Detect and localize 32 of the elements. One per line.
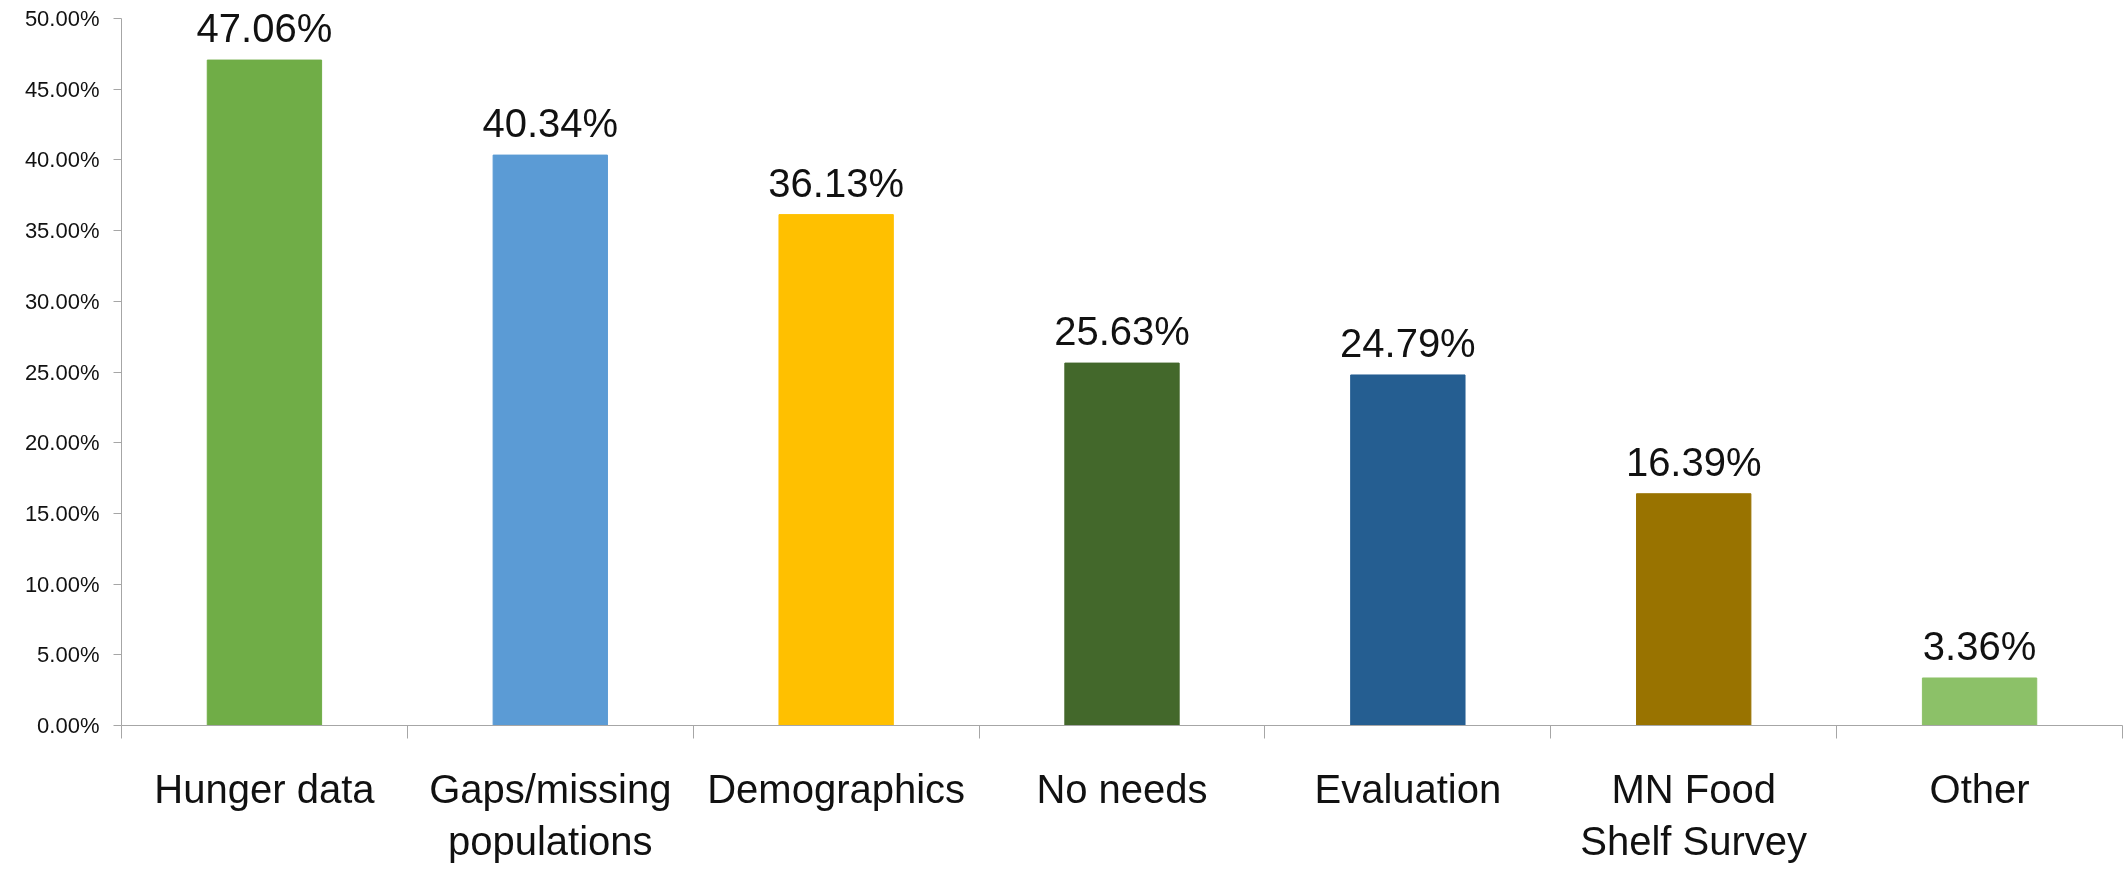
y-tick-label: 35.00% bbox=[24, 218, 100, 244]
bar bbox=[206, 59, 323, 726]
x-tick-label: Evaluation bbox=[1314, 766, 1502, 811]
x-tick-label: MN Food Shelf Survey bbox=[1580, 766, 1808, 864]
data-label: 24.79% bbox=[1340, 320, 1476, 365]
data-label: 47.06% bbox=[196, 6, 333, 51]
data-label: 25.63% bbox=[1054, 309, 1190, 354]
bar bbox=[1636, 493, 1752, 726]
x-tick-label: Hunger data bbox=[154, 766, 376, 811]
bar bbox=[1350, 374, 1466, 726]
data-label: 36.13% bbox=[768, 160, 904, 205]
data-label: 3.36% bbox=[1922, 623, 2037, 668]
x-tick-label: No needs bbox=[1036, 766, 1208, 811]
y-tick-label: 40.00% bbox=[24, 147, 100, 173]
bar bbox=[492, 154, 608, 726]
y-tick-label: 50.00% bbox=[24, 6, 100, 31]
x-tick-label: Demographics bbox=[707, 766, 966, 811]
data-label: 16.39% bbox=[1625, 439, 1762, 484]
x-tick-label: Gaps/missing populations bbox=[429, 766, 672, 864]
y-tick-label: 0.00% bbox=[37, 713, 100, 738]
y-tick-label: 15.00% bbox=[24, 500, 100, 526]
y-tick-label: 10.00% bbox=[24, 571, 100, 597]
y-tick-label: 5.00% bbox=[37, 642, 100, 668]
y-tick-label: 25.00% bbox=[24, 359, 100, 385]
bar bbox=[1064, 362, 1180, 726]
y-tick-label: 30.00% bbox=[24, 288, 100, 314]
data-label: 40.34% bbox=[482, 101, 619, 146]
bar bbox=[778, 214, 894, 726]
y-tick-label: 45.00% bbox=[24, 76, 100, 102]
y-tick-label: 20.00% bbox=[24, 430, 100, 456]
x-tick-label: Other bbox=[1929, 766, 2030, 811]
bar bbox=[1921, 677, 2038, 726]
